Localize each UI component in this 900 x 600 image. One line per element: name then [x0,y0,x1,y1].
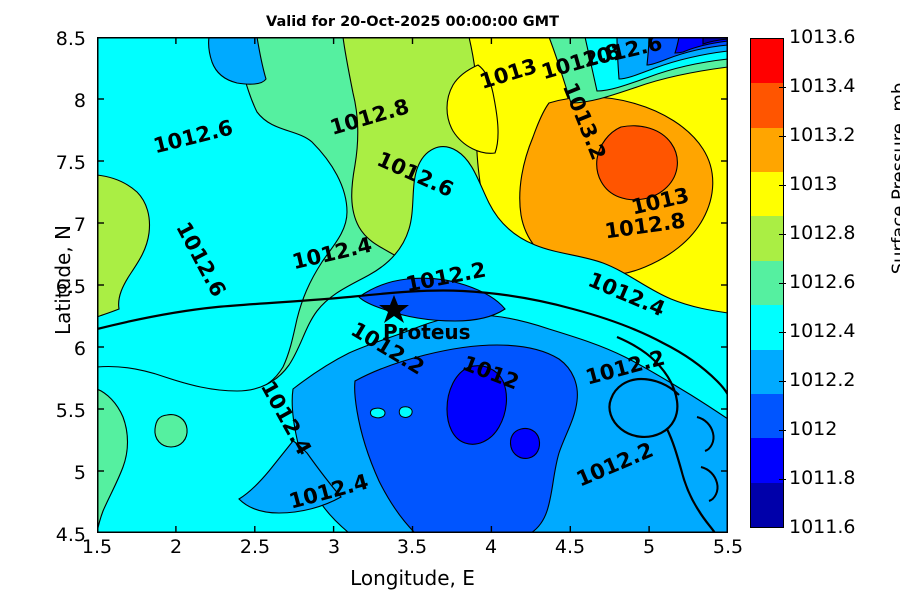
ytick-0: 8.5 [26,28,86,50]
colorbar-tick-label: 1012.2 [789,369,855,391]
colorbar-band [751,216,783,260]
colorbar-tick-mark [779,136,786,137]
station-label: Proteus [383,320,471,344]
xtick-8: 5.5 [698,536,758,558]
contour-plot-svg[interactable]: 1012.61012.810131012.81012.61013.2101310… [97,37,728,533]
colorbar-tick-label: 1012.6 [789,271,855,293]
colorbar-band [751,483,783,527]
ytick-8: 4.5 [26,524,86,546]
colorbar-tick-label: 1013 [789,173,837,195]
ytick-1: 8 [26,90,86,112]
xtick-4: 3.5 [382,536,442,558]
ytick-7: 5 [26,462,86,484]
colorbar-tick-mark [779,479,786,480]
colorbar-tick-label: 1013.4 [789,75,855,97]
y-axis-label: Latitude, N [51,155,75,405]
contour-low-center-b [510,428,539,458]
colorbar-tick-mark [779,283,786,284]
page-title: Valid for 20-Oct-2025 00:00:00 GMT [97,14,728,30]
colorbar-band [751,83,783,127]
colorbar-tick-label: 1013.6 [789,26,855,48]
xtick-5: 4 [461,536,521,558]
colorbar-tick-mark [779,332,786,333]
colorbar-tick-label: 1011.6 [789,516,855,538]
xtick-1: 2 [146,536,206,558]
contour-islet-green [155,415,187,447]
contour-islet-cyan-1 [370,408,385,418]
colorbar-tick-mark [779,87,786,88]
colorbar-title: Surface Pressure, mb [889,64,900,294]
colorbar-tick-label: 1012 [789,418,837,440]
contour-islet-cyan-2 [399,407,412,418]
colorbar-tick-label: 1013.2 [789,124,855,146]
colorbar-band [751,39,783,83]
colorbar-band [751,394,783,438]
xtick-6: 4.5 [540,536,600,558]
colorbar-tick-label: 1012.8 [789,222,855,244]
xtick-2: 2.5 [225,536,285,558]
contour-plot[interactable]: 1012.61012.810131012.81012.61013.2101310… [97,37,728,533]
colorbar-tick-mark [779,381,786,382]
colorbar-tick-mark [779,185,786,186]
colorbar-tick-label: 1011.8 [789,467,855,489]
colorbar-tick-mark [779,234,786,235]
colorbar-band [751,438,783,482]
xtick-3: 3 [304,536,364,558]
x-axis-label: Longitude, E [97,566,728,590]
colorbar-band [751,172,783,216]
colorbar-band [751,128,783,172]
colorbar-band [751,305,783,349]
colorbar-tick-mark [779,430,786,431]
xtick-7: 5 [619,536,679,558]
colorbar-tick-label: 1012.4 [789,320,855,342]
colorbar-band [751,350,783,394]
